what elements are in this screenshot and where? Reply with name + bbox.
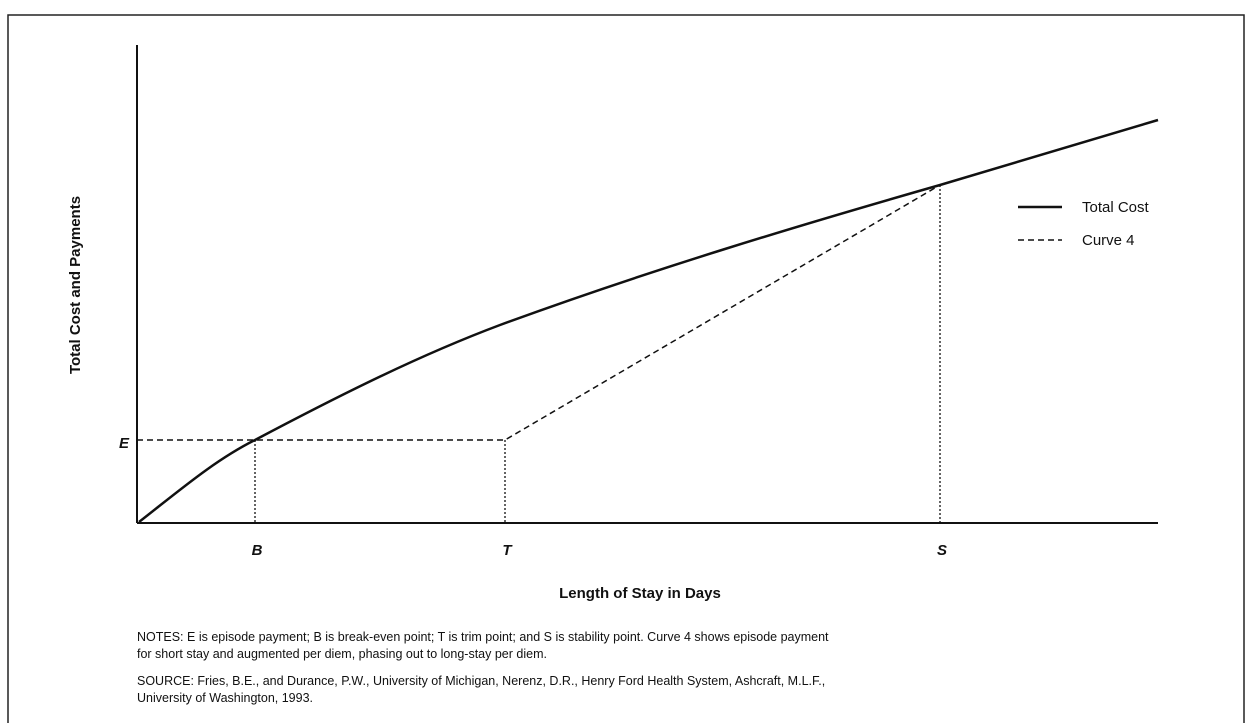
x-axis-label: Length of Stay in Days	[559, 585, 721, 602]
marker-s: S	[937, 542, 947, 559]
marker-b: B	[252, 542, 263, 559]
frame	[7, 14, 1245, 723]
marker-e: E	[119, 435, 130, 452]
total-cost-curve	[138, 118, 1159, 523]
source-line: University of Washington, 1993.	[137, 691, 313, 705]
curve-4	[137, 184, 941, 441]
dotted-guides	[254, 185, 941, 523]
y-axis-label: Total Cost and Payments	[67, 196, 84, 374]
notes-line: for short stay and augmented per diem, p…	[137, 647, 547, 661]
legend-label: Curve 4	[1082, 232, 1135, 249]
notes-line: NOTES: E is episode payment; B is break-…	[137, 630, 829, 644]
legend-label: Total Cost	[1082, 199, 1150, 216]
marker-t: T	[502, 542, 513, 559]
source-line: SOURCE: Fries, B.E., and Durance, P.W., …	[137, 674, 825, 688]
